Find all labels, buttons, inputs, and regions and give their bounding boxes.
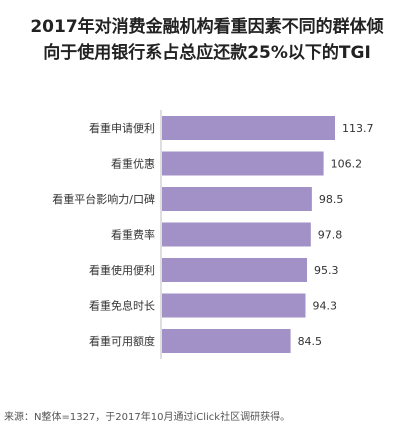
bar bbox=[162, 293, 306, 318]
source-note: 来源：N整体=1327，于2017年10月通过iClick社区调研获得。 bbox=[4, 412, 291, 423]
chart-title-line-2: 向于使用银行系占总应还款25%以下的TGI bbox=[43, 43, 371, 63]
bar bbox=[162, 187, 312, 211]
value-label: 95.3 bbox=[314, 264, 339, 277]
value-label: 106.2 bbox=[331, 158, 363, 171]
bar bbox=[162, 222, 311, 247]
value-label: 94.3 bbox=[312, 300, 337, 313]
value-label: 97.8 bbox=[318, 229, 343, 242]
bar bbox=[162, 329, 291, 353]
bar-chart: 看重申请便利 113.7 看重优惠 106.2 看重平台影响力/口碑 98.5 看重费率 97… bbox=[52, 110, 374, 359]
category-label: 看重优惠 bbox=[111, 157, 155, 171]
chart-title: 2017年对消费金融机构看重因素不同的群体倾 向于使用银行系占总应还款25%以下… bbox=[0, 14, 414, 66]
value-label: 113.7 bbox=[342, 122, 374, 135]
category-label: 看重免息时长 bbox=[89, 299, 155, 313]
bar bbox=[162, 116, 335, 140]
bar bbox=[162, 151, 324, 176]
category-label: 看重使用便利 bbox=[89, 263, 155, 277]
category-label: 看重平台影响力/口碑 bbox=[52, 192, 155, 206]
chart-title-line-1: 2017年对消费金融机构看重因素不同的群体倾 bbox=[30, 17, 384, 37]
category-label: 看重费率 bbox=[111, 228, 155, 242]
bar bbox=[162, 258, 308, 282]
category-label: 看重申请便利 bbox=[89, 121, 155, 135]
category-label: 看重可用额度 bbox=[89, 334, 155, 348]
value-label: 84.5 bbox=[298, 335, 323, 348]
value-label: 98.5 bbox=[319, 193, 344, 206]
